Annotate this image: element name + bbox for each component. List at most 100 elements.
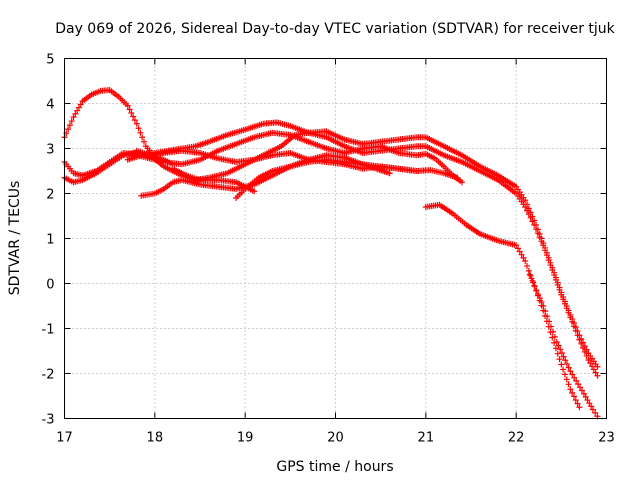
- data-marker: [529, 218, 536, 225]
- data-marker: [535, 291, 542, 298]
- x-tick-label: 23: [598, 431, 615, 446]
- data-marker: [580, 344, 587, 351]
- y-tick-label: -2: [42, 368, 55, 383]
- data-marker: [565, 309, 572, 316]
- data-marker: [570, 323, 577, 330]
- data-point: [458, 179, 465, 186]
- data-marker: [573, 377, 580, 384]
- data-marker: [542, 247, 549, 254]
- x-tick-label: 19: [237, 431, 254, 446]
- data-point: [531, 222, 538, 228]
- data-marker: [565, 381, 572, 388]
- data-point: [594, 372, 601, 379]
- data-marker: [578, 387, 585, 394]
- data-point: [576, 404, 583, 411]
- data-point: [522, 258, 529, 264]
- data-point: [522, 204, 529, 210]
- data-marker: [560, 366, 567, 373]
- data-marker: [571, 374, 578, 381]
- data-point: [558, 361, 565, 368]
- data-marker: [590, 366, 597, 373]
- data-marker: [547, 262, 554, 269]
- data-marker: [131, 117, 138, 124]
- series-track-3: [61, 129, 465, 186]
- data-point: [567, 314, 574, 321]
- data-marker: [542, 308, 549, 315]
- data-marker: [514, 245, 521, 252]
- data-marker: [65, 126, 72, 133]
- data-marker: [544, 313, 551, 320]
- data-point: [513, 242, 520, 249]
- data-marker: [128, 109, 135, 116]
- data-marker: [561, 371, 568, 378]
- data-marker: [551, 333, 558, 340]
- data-marker: [518, 251, 525, 258]
- data-marker: [572, 327, 579, 334]
- data-marker: [574, 332, 581, 339]
- data-marker: [558, 349, 565, 356]
- data-marker: [531, 283, 538, 290]
- data-marker: [572, 397, 579, 404]
- data-series: [61, 87, 601, 420]
- data-marker: [520, 254, 527, 261]
- data-marker: [524, 262, 531, 269]
- data-marker: [75, 104, 82, 111]
- data-point: [540, 303, 547, 309]
- data-marker: [557, 346, 564, 353]
- data-point: [386, 170, 393, 177]
- y-tick-label: 0: [46, 278, 54, 293]
- data-point: [549, 267, 556, 273]
- data-marker: [588, 403, 595, 410]
- data-marker: [578, 340, 585, 347]
- x-tick-label: 22: [508, 431, 525, 446]
- data-point: [526, 271, 533, 278]
- data-point: [413, 168, 420, 174]
- data-marker: [536, 295, 543, 302]
- data-marker: [536, 234, 543, 241]
- y-axis-label: SDTVAR / TECUs: [7, 181, 23, 296]
- data-point: [589, 406, 596, 413]
- data-point: [558, 291, 565, 298]
- data-point: [133, 120, 140, 127]
- data-marker: [556, 356, 563, 363]
- data-marker: [577, 384, 584, 391]
- data-marker: [525, 211, 532, 218]
- data-marker: [562, 357, 569, 364]
- data-point: [594, 363, 601, 370]
- data-marker: [589, 363, 596, 370]
- data-marker: [530, 279, 537, 286]
- data-marker: [545, 257, 552, 264]
- data-marker: [538, 238, 545, 245]
- data-point: [522, 197, 529, 204]
- data-marker: [570, 393, 577, 400]
- data-marker: [586, 400, 593, 407]
- data-marker: [68, 118, 75, 125]
- data-marker: [525, 267, 532, 274]
- data-marker: [583, 352, 590, 359]
- x-axis-label: GPS time / hours: [276, 459, 393, 475]
- data-marker: [592, 369, 599, 376]
- data-marker: [554, 350, 561, 357]
- x-tick-label: 21: [418, 431, 435, 446]
- data-marker: [556, 286, 563, 293]
- data-point: [567, 386, 574, 393]
- data-marker: [140, 138, 147, 145]
- data-marker: [551, 339, 558, 346]
- data-marker: [527, 214, 534, 221]
- data-marker: [555, 342, 562, 349]
- x-tick-label: 17: [56, 431, 73, 446]
- data-marker: [554, 281, 561, 288]
- data-point: [70, 114, 77, 120]
- y-tick-label: 5: [46, 53, 54, 68]
- data-marker: [66, 122, 73, 129]
- series-track-10: [526, 271, 601, 420]
- data-marker: [137, 129, 144, 136]
- data-marker: [130, 113, 137, 120]
- data-marker: [569, 371, 576, 378]
- data-marker: [135, 125, 142, 132]
- x-tick-label: 20: [327, 431, 344, 446]
- data-marker: [563, 360, 570, 367]
- data-marker: [563, 376, 570, 383]
